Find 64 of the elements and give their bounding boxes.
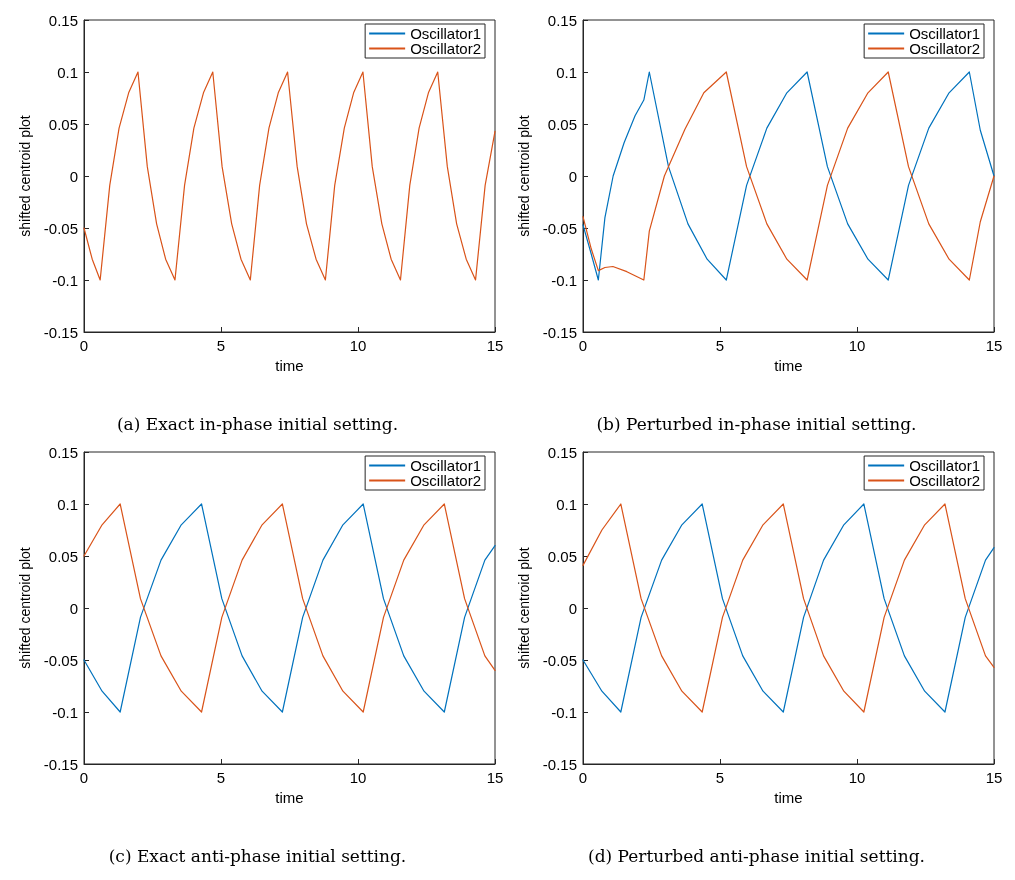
y-tick-label: -0.15 [542, 323, 577, 341]
line-series [83, 71, 496, 281]
y-tick-label: 0.1 [57, 495, 78, 513]
line-series [582, 503, 995, 713]
text: (a) Exact in-phase initial setting. [116, 413, 399, 434]
line-series [83, 503, 496, 713]
x-tick-label: 5 [715, 769, 725, 786]
y-tick-label: -0.15 [43, 323, 78, 341]
x-tick-label: 15 [486, 769, 504, 786]
legend-label: Oscillator1 [909, 457, 980, 474]
y-tick-label: 0.1 [556, 63, 577, 81]
x-tick-label: 5 [216, 337, 226, 354]
y-tick-label: -0.1 [52, 703, 78, 721]
y-axis-title: shifted centroid plot [17, 115, 33, 237]
legend-label: Oscillator2 [909, 472, 980, 489]
x-tick-label: 10 [848, 337, 866, 354]
text: (d) Perturbed anti-phase initial setting. [588, 845, 926, 866]
x-tick-label: 15 [985, 337, 1003, 354]
x-axis-title: time [774, 788, 803, 806]
y-tick-label: -0.05 [43, 651, 78, 669]
y-tick-label: 0 [69, 167, 78, 185]
x-tick-label: 5 [216, 769, 226, 786]
legend-label: Oscillator1 [909, 25, 980, 42]
y-tick-label: -0.1 [551, 271, 577, 289]
line-series [582, 71, 995, 281]
y-tick-label: -0.05 [542, 219, 577, 237]
y-tick-label: -0.1 [52, 271, 78, 289]
y-tick-label: 0.1 [556, 495, 577, 513]
y-tick-label: 0 [69, 599, 78, 617]
legend-label: Oscillator1 [410, 457, 481, 474]
y-tick-label: 0 [568, 167, 577, 185]
x-tick-label: 15 [985, 769, 1003, 786]
y-tick-label: -0.1 [551, 703, 577, 721]
legend-label: Oscillator1 [410, 25, 481, 42]
y-tick-label: 0.05 [48, 115, 78, 133]
y-tick-label: 0.15 [547, 11, 577, 29]
y-tick-label: 0.15 [48, 11, 78, 29]
y-axis-title: shifted centroid plot [516, 115, 532, 237]
y-tick-label: 0.15 [547, 443, 577, 461]
legend-label: Oscillator2 [410, 40, 481, 57]
x-axis-title: time [275, 788, 304, 806]
x-tick-label: 15 [486, 337, 504, 354]
y-tick-label: 0.1 [57, 63, 78, 81]
text: (c) Exact anti-phase initial setting. [108, 845, 407, 866]
y-axis-title: shifted centroid plot [17, 547, 33, 669]
y-axis-title: shifted centroid plot [516, 547, 532, 669]
x-tick-label: 10 [349, 769, 367, 786]
x-axis-title: time [275, 356, 304, 374]
y-tick-label: -0.05 [542, 651, 577, 669]
y-tick-label: 0 [568, 599, 577, 617]
y-tick-label: -0.15 [43, 755, 78, 773]
x-tick-label: 5 [715, 337, 725, 354]
y-tick-label: 0.05 [547, 547, 577, 565]
legend-label: Oscillator2 [410, 472, 481, 489]
y-tick-label: 0.05 [48, 547, 78, 565]
y-tick-label: -0.15 [542, 755, 577, 773]
legend-label: Oscillator2 [909, 40, 980, 57]
y-tick-label: -0.05 [43, 219, 78, 237]
text: (b) Perturbed in-phase initial setting. [596, 413, 917, 434]
x-tick-label: 10 [848, 769, 866, 786]
x-tick-label: 10 [349, 337, 367, 354]
x-axis-title: time [774, 356, 803, 374]
y-tick-label: 0.05 [547, 115, 577, 133]
y-tick-label: 0.15 [48, 443, 78, 461]
